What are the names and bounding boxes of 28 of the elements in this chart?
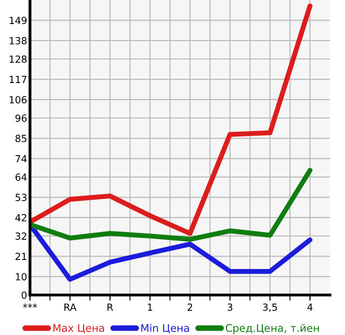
line-series <box>30 168 312 242</box>
x-tick-label: RA <box>64 304 76 311</box>
legend-label: Min Цена <box>141 324 189 334</box>
line-series <box>30 3 312 236</box>
x-tick-label: 3 <box>228 304 232 311</box>
x-tick-label: 1 <box>148 304 152 311</box>
x-tick-label: 4 <box>307 304 313 311</box>
x-tick-label: 2 <box>188 304 192 311</box>
y-tick-label: 138 <box>10 37 27 44</box>
legend-label: Max Цена <box>53 324 104 334</box>
y-tick-label: 53 <box>16 194 26 202</box>
y-tick-label: 32 <box>16 232 26 240</box>
y-tick-label: 21 <box>16 252 26 260</box>
x-tick-label: 3,5 <box>263 304 277 312</box>
y-tick-label: 149 <box>10 16 27 24</box>
y-tick-label: 0 <box>22 291 27 299</box>
y-tick-label: 106 <box>10 96 27 104</box>
y-tick-label: 42 <box>15 214 26 222</box>
x-tick-label: *** <box>23 304 37 308</box>
legend-label: Сред.Цена, т.йен <box>226 324 319 334</box>
x-tick-label: R <box>108 304 114 311</box>
y-tick-label: 85 <box>16 134 26 142</box>
y-tick-label: 117 <box>10 76 26 83</box>
y-tick-label: 10 <box>16 273 27 280</box>
y-tick-label: 74 <box>16 155 27 162</box>
y-tick-label: 64 <box>16 173 27 181</box>
y-tick-label: 128 <box>10 55 27 63</box>
y-tick-label: 96 <box>15 114 27 122</box>
